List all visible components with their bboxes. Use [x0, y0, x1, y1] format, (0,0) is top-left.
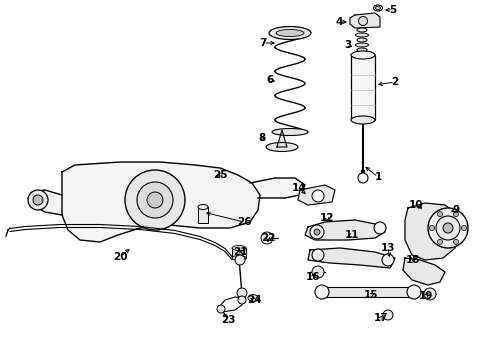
Circle shape [438, 239, 442, 244]
Text: 6: 6 [267, 75, 273, 85]
Circle shape [438, 212, 442, 217]
Text: 25: 25 [213, 170, 227, 180]
Text: 15: 15 [364, 290, 378, 300]
Circle shape [436, 216, 460, 240]
Circle shape [312, 190, 324, 202]
Polygon shape [305, 220, 385, 240]
Ellipse shape [276, 30, 304, 36]
Ellipse shape [272, 129, 308, 135]
Bar [198, 207, 208, 223]
Circle shape [358, 173, 368, 183]
Text: 8: 8 [258, 133, 266, 143]
Circle shape [261, 232, 273, 244]
Text: 9: 9 [452, 205, 460, 215]
Ellipse shape [357, 38, 367, 42]
Circle shape [28, 190, 48, 210]
Circle shape [217, 305, 225, 313]
Circle shape [428, 208, 468, 248]
Text: 24: 24 [246, 295, 261, 305]
Text: 4: 4 [335, 17, 343, 27]
Polygon shape [403, 258, 445, 285]
Circle shape [315, 285, 329, 299]
Bar [232, 248, 246, 258]
Ellipse shape [356, 43, 368, 47]
Circle shape [33, 195, 43, 205]
Text: 14: 14 [292, 183, 306, 193]
Polygon shape [350, 13, 380, 28]
Text: 13: 13 [381, 243, 395, 253]
Ellipse shape [232, 256, 246, 261]
Bar [318, 287, 418, 297]
Polygon shape [250, 178, 305, 198]
Circle shape [443, 223, 453, 233]
Circle shape [454, 239, 459, 244]
Circle shape [125, 170, 185, 230]
Ellipse shape [357, 28, 367, 32]
Circle shape [147, 192, 163, 208]
Circle shape [359, 17, 368, 26]
Circle shape [314, 229, 320, 235]
Circle shape [312, 249, 324, 261]
Circle shape [137, 182, 173, 218]
Text: 23: 23 [221, 315, 235, 325]
Circle shape [383, 310, 393, 320]
Polygon shape [62, 162, 260, 242]
Text: 18: 18 [406, 255, 420, 265]
Ellipse shape [375, 6, 381, 10]
Circle shape [238, 296, 246, 304]
Polygon shape [298, 185, 335, 205]
Circle shape [374, 222, 386, 234]
Text: 1: 1 [374, 172, 382, 182]
Polygon shape [308, 248, 395, 268]
Text: 3: 3 [344, 40, 352, 50]
Text: 5: 5 [390, 5, 396, 15]
Text: 11: 11 [345, 230, 359, 240]
Ellipse shape [248, 294, 258, 302]
Ellipse shape [266, 143, 298, 152]
Circle shape [382, 254, 394, 266]
Ellipse shape [351, 116, 375, 124]
Circle shape [454, 212, 459, 217]
Ellipse shape [373, 5, 383, 11]
Circle shape [424, 288, 436, 300]
Circle shape [407, 285, 421, 299]
Circle shape [235, 255, 245, 265]
Text: 2: 2 [392, 77, 399, 87]
Text: 19: 19 [419, 291, 433, 301]
Ellipse shape [232, 246, 246, 251]
Polygon shape [405, 203, 460, 260]
Ellipse shape [269, 27, 311, 40]
Ellipse shape [356, 33, 368, 37]
Circle shape [312, 266, 324, 278]
Text: 20: 20 [113, 252, 127, 262]
Ellipse shape [198, 204, 208, 210]
Ellipse shape [351, 51, 375, 59]
Text: 21: 21 [233, 247, 247, 257]
Text: 10: 10 [409, 200, 423, 210]
Text: 7: 7 [259, 38, 267, 48]
Polygon shape [277, 130, 287, 147]
Circle shape [310, 225, 324, 239]
Text: 17: 17 [374, 313, 388, 323]
Ellipse shape [357, 48, 367, 52]
Polygon shape [28, 190, 62, 215]
Circle shape [462, 225, 466, 230]
Text: 22: 22 [261, 233, 275, 243]
Circle shape [237, 288, 247, 298]
Text: 12: 12 [320, 213, 334, 223]
Circle shape [430, 225, 435, 230]
Bar [351, 55, 375, 120]
Text: 26: 26 [237, 217, 251, 227]
Text: 16: 16 [306, 272, 320, 282]
